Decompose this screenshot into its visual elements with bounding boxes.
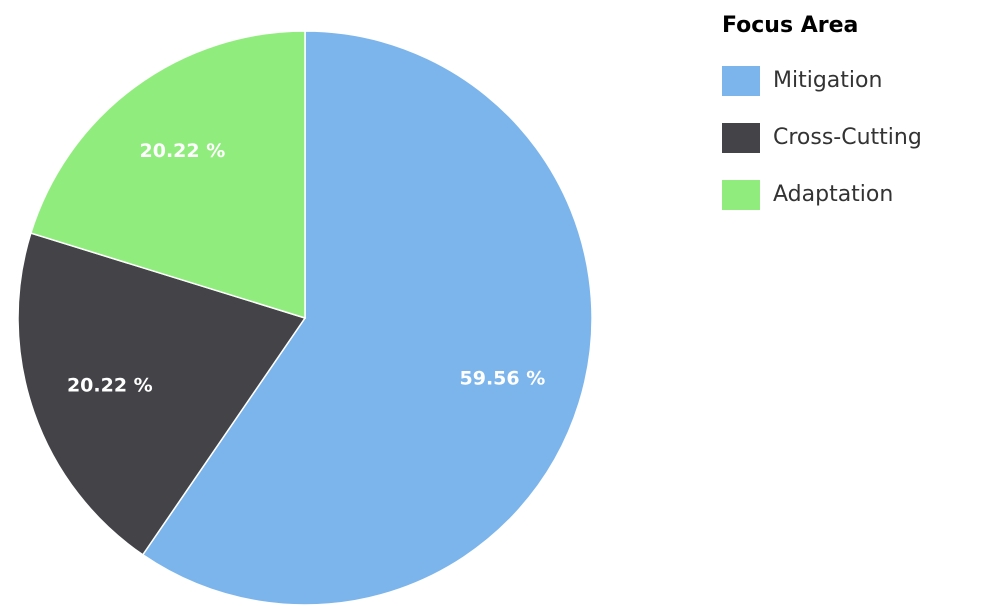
pie-slice bbox=[29, 30, 306, 320]
legend-swatch bbox=[722, 123, 760, 153]
slice-label: 20.22 % bbox=[67, 374, 153, 396]
legend-title: Focus Area bbox=[722, 13, 858, 38]
legend-label: Adaptation bbox=[773, 182, 893, 207]
legend-label: Cross-Cutting bbox=[773, 125, 922, 150]
slice-label: 59.56 % bbox=[460, 368, 546, 390]
legend-swatch bbox=[722, 66, 760, 96]
pie-slice bbox=[17, 232, 307, 556]
legend-label: Mitigation bbox=[773, 68, 882, 93]
slice-label: 20.22 % bbox=[140, 140, 226, 162]
pie-slice bbox=[141, 30, 593, 606]
legend-swatch bbox=[722, 180, 760, 210]
